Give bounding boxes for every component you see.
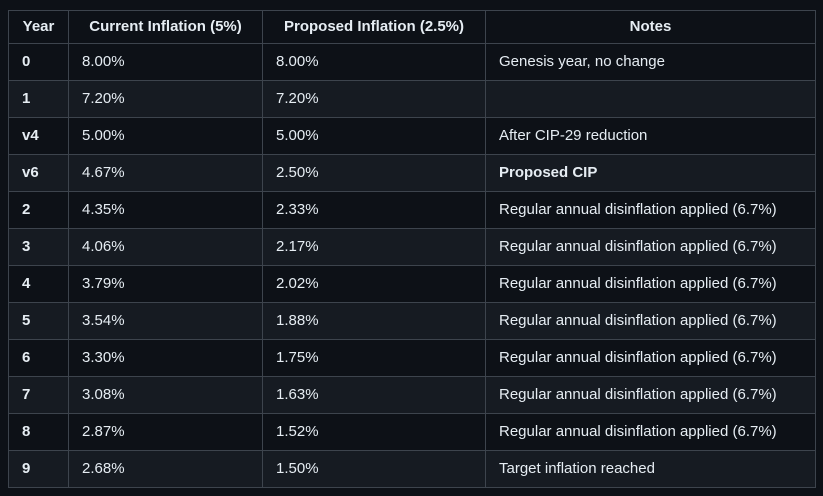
cell-current: 3.54% bbox=[68, 302, 263, 340]
cell-current: 2.68% bbox=[68, 450, 263, 488]
table-row: 1 7.20% 7.20% bbox=[8, 80, 816, 118]
table-row: 9 2.68% 1.50% Target inflation reached bbox=[8, 450, 816, 488]
cell-notes: Target inflation reached bbox=[485, 450, 816, 488]
cell-year: 4 bbox=[8, 265, 69, 303]
table-header-row: Year Current Inflation (5%) Proposed Inf… bbox=[8, 10, 816, 44]
cell-current: 2.87% bbox=[68, 413, 263, 451]
cell-notes: Regular annual disinflation applied (6.7… bbox=[485, 265, 816, 303]
cell-notes: Regular annual disinflation applied (6.7… bbox=[485, 191, 816, 229]
table-row: 8 2.87% 1.52% Regular annual disinflation a… bbox=[8, 413, 816, 451]
column-header-proposed-inflation: Proposed Inflation (2.5%) bbox=[262, 10, 486, 44]
table-row: v6 4.67% 2.50% Proposed CIP bbox=[8, 154, 816, 192]
cell-current: 5.00% bbox=[68, 117, 263, 155]
column-header-year: Year bbox=[8, 10, 69, 44]
table-row: 4 3.79% 2.02% Regular annual disinflation a… bbox=[8, 265, 816, 303]
cell-proposed: 2.02% bbox=[262, 265, 486, 303]
cell-proposed: 1.50% bbox=[262, 450, 486, 488]
table-row: v4 5.00% 5.00% After CIP-29 reduction bbox=[8, 117, 816, 155]
cell-year: 1 bbox=[8, 80, 69, 118]
inflation-comparison-table: Year Current Inflation (5%) Proposed Inf… bbox=[8, 10, 816, 488]
cell-notes: Regular annual disinflation applied (6.7… bbox=[485, 413, 816, 451]
cell-current: 4.67% bbox=[68, 154, 263, 192]
cell-current: 4.35% bbox=[68, 191, 263, 229]
table-row: 0 8.00% 8.00% Genesis year, no change bbox=[8, 43, 816, 81]
table-row: 3 4.06% 2.17% Regular annual disinflation a… bbox=[8, 228, 816, 266]
table-body: 0 8.00% 8.00% Genesis year, no change 1 7.20%… bbox=[8, 43, 816, 488]
cell-proposed: 2.17% bbox=[262, 228, 486, 266]
cell-current: 3.30% bbox=[68, 339, 263, 377]
cell-year: 6 bbox=[8, 339, 69, 377]
cell-proposed: 8.00% bbox=[262, 43, 486, 81]
cell-proposed: 2.50% bbox=[262, 154, 486, 192]
cell-proposed: 5.00% bbox=[262, 117, 486, 155]
table-row: 2 4.35% 2.33% Regular annual disinflation a… bbox=[8, 191, 816, 229]
cell-current: 4.06% bbox=[68, 228, 263, 266]
cell-proposed: 2.33% bbox=[262, 191, 486, 229]
cell-notes: Regular annual disinflation applied (6.7… bbox=[485, 339, 816, 377]
cell-year: v4 bbox=[8, 117, 69, 155]
cell-notes: Regular annual disinflation applied (6.7… bbox=[485, 376, 816, 414]
table-row: 6 3.30% 1.75% Regular annual disinflation a… bbox=[8, 339, 816, 377]
cell-year: 7 bbox=[8, 376, 69, 414]
cell-notes: Regular annual disinflation applied (6.7… bbox=[485, 302, 816, 340]
cell-current: 8.00% bbox=[68, 43, 263, 81]
cell-notes: Regular annual disinflation applied (6.7… bbox=[485, 228, 816, 266]
cell-proposed: 7.20% bbox=[262, 80, 486, 118]
cell-year: 9 bbox=[8, 450, 69, 488]
cell-proposed: 1.52% bbox=[262, 413, 486, 451]
cell-year: 5 bbox=[8, 302, 69, 340]
cell-current: 3.79% bbox=[68, 265, 263, 303]
cell-current: 3.08% bbox=[68, 376, 263, 414]
column-header-notes: Notes bbox=[485, 10, 816, 44]
cell-notes bbox=[485, 80, 816, 118]
cell-notes: Genesis year, no change bbox=[485, 43, 816, 81]
cell-year: 3 bbox=[8, 228, 69, 266]
cell-year: 8 bbox=[8, 413, 69, 451]
table-row: 7 3.08% 1.63% Regular annual disinflation a… bbox=[8, 376, 816, 414]
cell-year: 0 bbox=[8, 43, 69, 81]
cell-notes: Proposed CIP bbox=[485, 154, 816, 192]
column-header-current-inflation: Current Inflation (5%) bbox=[68, 10, 263, 44]
cell-year: 2 bbox=[8, 191, 69, 229]
cell-year: v6 bbox=[8, 154, 69, 192]
table-row: 5 3.54% 1.88% Regular annual disinflation a… bbox=[8, 302, 816, 340]
cell-notes: After CIP-29 reduction bbox=[485, 117, 816, 155]
cell-proposed: 1.88% bbox=[262, 302, 486, 340]
cell-proposed: 1.63% bbox=[262, 376, 486, 414]
cell-proposed: 1.75% bbox=[262, 339, 486, 377]
cell-current: 7.20% bbox=[68, 80, 263, 118]
